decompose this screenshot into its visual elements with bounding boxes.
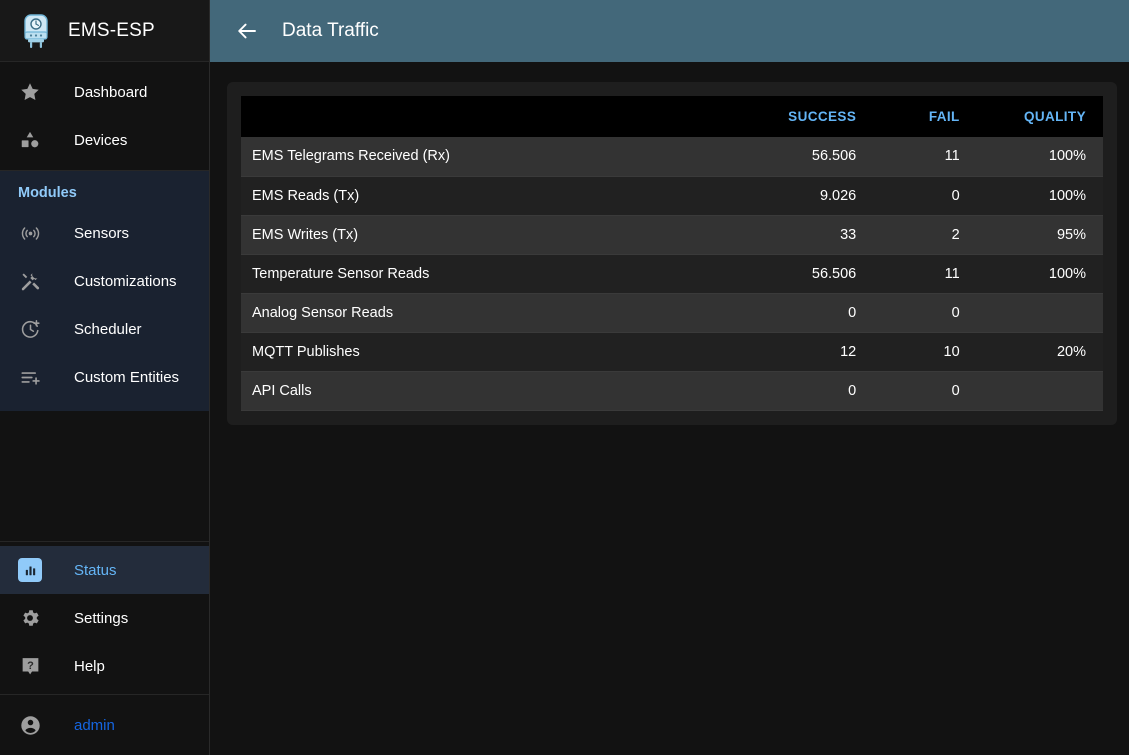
tools-icon xyxy=(14,270,46,293)
cell-fail: 0 xyxy=(870,371,974,411)
cell-quality xyxy=(973,371,1103,411)
cell-name: Analog Sensor Reads xyxy=(241,293,724,333)
sidebar-item-settings[interactable]: Settings xyxy=(0,594,209,642)
sidebar-item-label: Customizations xyxy=(74,272,177,290)
sidebar-item-custom-entities[interactable]: Custom Entities xyxy=(0,353,209,401)
cell-name: MQTT Publishes xyxy=(241,332,724,372)
table-head: SUCCESS FAIL QUALITY xyxy=(241,96,1103,137)
list-plus-icon xyxy=(14,366,46,389)
star-icon xyxy=(14,81,46,103)
sidebar-item-label: Devices xyxy=(74,131,128,149)
sidebar-item-label: Custom Entities xyxy=(74,368,180,386)
cell-fail: 11 xyxy=(870,137,974,177)
sidebar-item-label: Status xyxy=(74,561,117,579)
sidebar-item-label: Settings xyxy=(74,609,129,627)
brand-title: EMS-ESP xyxy=(68,19,155,41)
cell-success: 56.506 xyxy=(723,137,871,177)
section-title-modules: Modules xyxy=(18,185,77,201)
table-row[interactable]: EMS Writes (Tx) 33 2 95% xyxy=(241,215,1103,255)
table-row[interactable]: API Calls 0 0 xyxy=(241,371,1103,411)
broadcast-icon xyxy=(14,222,46,245)
cell-success: 56.506 xyxy=(723,254,871,294)
cell-success: 9.026 xyxy=(723,176,871,216)
cell-fail: 10 xyxy=(870,332,974,372)
cell-quality: 100% xyxy=(973,254,1103,294)
sidebar-item-customizations[interactable]: Customizations xyxy=(0,257,209,305)
nav-group-top: Dashboard Devices xyxy=(0,62,209,171)
question-icon: ? xyxy=(14,655,46,678)
column-header-fail[interactable]: FAIL xyxy=(870,96,974,137)
boiler-icon xyxy=(14,9,58,53)
sidebar-item-label: Sensors xyxy=(74,224,130,242)
nav-group-user: admin xyxy=(0,695,209,755)
data-traffic-table: SUCCESS FAIL QUALITY EMS Telegrams Recei… xyxy=(241,96,1103,411)
table-header-row: SUCCESS FAIL QUALITY xyxy=(241,96,1103,137)
cell-quality: 100% xyxy=(973,137,1103,177)
table-row[interactable]: EMS Reads (Tx) 9.026 0 100% xyxy=(241,176,1103,216)
cell-name: API Calls xyxy=(241,371,724,411)
column-header-success[interactable]: SUCCESS xyxy=(723,96,871,137)
cell-name: EMS Reads (Tx) xyxy=(241,176,724,216)
sidebar-item-devices[interactable]: Devices xyxy=(0,116,209,164)
cell-quality xyxy=(973,293,1103,333)
app-header: Data Traffic xyxy=(210,0,1129,62)
column-header-name[interactable] xyxy=(241,96,724,137)
cell-fail: 11 xyxy=(870,254,974,294)
main-area: Data Traffic SUCCESS FAIL QUALITY xyxy=(210,0,1129,755)
table-row[interactable]: Temperature Sensor Reads 56.506 11 100% xyxy=(241,254,1103,294)
table-row[interactable]: Analog Sensor Reads 0 0 xyxy=(241,293,1103,333)
column-header-quality[interactable]: QUALITY xyxy=(973,96,1103,137)
table-body: EMS Telegrams Received (Rx) 56.506 11 10… xyxy=(241,137,1103,411)
cell-name: Temperature Sensor Reads xyxy=(241,254,724,294)
cell-fail: 0 xyxy=(870,176,974,216)
sidebar-item-scheduler[interactable]: Scheduler xyxy=(0,305,209,353)
cell-quality: 20% xyxy=(973,332,1103,372)
sidebar-spacer xyxy=(0,411,209,541)
sidebar-item-label: Scheduler xyxy=(74,320,142,338)
cell-success: 0 xyxy=(723,371,871,411)
shapes-icon xyxy=(14,129,46,151)
sidebar-item-label: Dashboard xyxy=(74,83,148,101)
sidebar-item-label: Help xyxy=(74,657,105,675)
cell-quality: 95% xyxy=(973,215,1103,255)
sidebar: EMS-ESP Dashboard xyxy=(0,0,210,755)
page-title: Data Traffic xyxy=(282,20,379,41)
gear-icon xyxy=(14,607,46,629)
cell-fail: 2 xyxy=(870,215,974,255)
clock-plus-icon xyxy=(14,318,46,341)
cell-name: EMS Telegrams Received (Rx) xyxy=(241,137,724,177)
nav-section-modules: Modules Sensors xyxy=(0,171,209,411)
svg-text:?: ? xyxy=(27,659,34,671)
content-area: SUCCESS FAIL QUALITY EMS Telegrams Recei… xyxy=(210,62,1129,755)
cell-success: 33 xyxy=(723,215,871,255)
cell-name: EMS Writes (Tx) xyxy=(241,215,724,255)
sidebar-item-label: admin xyxy=(74,716,115,734)
traffic-card: SUCCESS FAIL QUALITY EMS Telegrams Recei… xyxy=(227,82,1117,425)
sidebar-item-help[interactable]: ? Help xyxy=(0,642,209,690)
sidebar-item-sensors[interactable]: Sensors xyxy=(0,209,209,257)
brand-header: EMS-ESP xyxy=(0,0,209,62)
sidebar-item-status[interactable]: Status xyxy=(0,546,209,594)
nav-group-bottom: Status Settings ? Help xyxy=(0,541,209,695)
bar-chart-icon xyxy=(14,558,46,582)
account-circle-icon xyxy=(14,714,46,737)
cell-success: 0 xyxy=(723,293,871,333)
table-row[interactable]: MQTT Publishes 12 10 20% xyxy=(241,332,1103,372)
cell-success: 12 xyxy=(723,332,871,372)
sidebar-item-dashboard[interactable]: Dashboard xyxy=(0,68,209,116)
sidebar-item-admin[interactable]: admin xyxy=(0,701,209,749)
table-row[interactable]: EMS Telegrams Received (Rx) 56.506 11 10… xyxy=(241,137,1103,177)
cell-fail: 0 xyxy=(870,293,974,333)
cell-quality: 100% xyxy=(973,176,1103,216)
arrow-left-icon[interactable] xyxy=(232,16,262,46)
